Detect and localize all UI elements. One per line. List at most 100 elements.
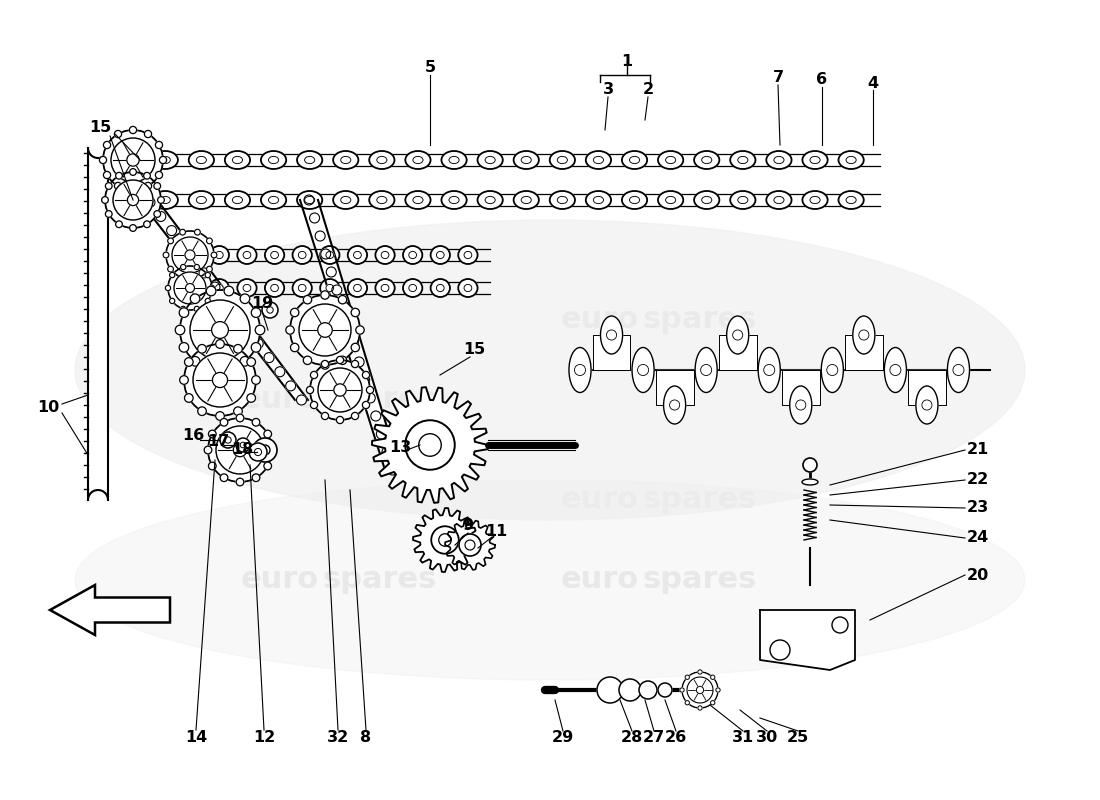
Circle shape [290,308,299,317]
Ellipse shape [774,196,784,204]
Ellipse shape [822,347,844,393]
Circle shape [179,342,189,352]
Circle shape [208,418,272,482]
Circle shape [224,364,233,374]
Circle shape [154,182,161,190]
Circle shape [670,400,680,410]
Circle shape [953,365,964,375]
Circle shape [339,295,346,304]
Polygon shape [593,335,630,370]
Circle shape [114,182,122,190]
Circle shape [166,231,214,279]
Circle shape [264,462,272,470]
Circle shape [343,321,353,331]
Circle shape [165,286,170,290]
Circle shape [638,365,649,375]
Circle shape [366,386,374,394]
Circle shape [156,211,166,222]
Ellipse shape [558,196,568,204]
Ellipse shape [852,316,874,354]
Circle shape [240,294,250,303]
Ellipse shape [947,347,969,393]
Circle shape [240,357,250,366]
Ellipse shape [593,157,604,164]
Ellipse shape [430,279,450,297]
Text: 30: 30 [756,730,778,746]
Ellipse shape [153,151,178,169]
Circle shape [123,169,133,179]
Ellipse shape [586,151,612,169]
Circle shape [351,343,360,352]
Text: 11: 11 [485,525,507,539]
Ellipse shape [375,246,395,264]
Text: 29: 29 [552,730,574,746]
Circle shape [130,225,136,231]
Circle shape [351,412,359,419]
Ellipse shape [802,151,827,169]
Ellipse shape [758,347,780,393]
Text: euro: euro [241,386,319,414]
Ellipse shape [161,196,170,204]
Ellipse shape [268,157,278,164]
Ellipse shape [916,386,938,424]
Ellipse shape [459,279,477,297]
Ellipse shape [666,157,675,164]
Circle shape [168,266,212,310]
Ellipse shape [569,347,591,393]
Ellipse shape [441,191,466,209]
Ellipse shape [702,157,712,164]
Circle shape [209,286,214,290]
Ellipse shape [238,279,256,297]
Circle shape [419,434,441,456]
Ellipse shape [810,157,821,164]
Ellipse shape [153,191,178,209]
Ellipse shape [348,279,367,297]
Ellipse shape [730,151,756,169]
Polygon shape [908,370,946,405]
Ellipse shape [802,479,818,485]
Ellipse shape [449,196,459,204]
Ellipse shape [663,386,685,424]
Circle shape [304,295,311,304]
Ellipse shape [459,246,477,264]
Circle shape [315,231,326,241]
Circle shape [199,268,209,278]
Ellipse shape [846,157,856,164]
Circle shape [658,683,672,697]
Ellipse shape [265,279,284,297]
Circle shape [220,418,228,426]
Ellipse shape [409,284,417,292]
Ellipse shape [210,246,229,264]
Circle shape [253,338,263,349]
Ellipse shape [477,151,503,169]
Ellipse shape [694,151,719,169]
Circle shape [114,130,122,138]
Circle shape [195,230,200,235]
Circle shape [113,180,153,220]
Circle shape [365,393,375,403]
Circle shape [268,446,276,454]
Circle shape [251,308,261,318]
Ellipse shape [232,157,242,164]
Circle shape [310,360,370,420]
Text: 8: 8 [361,730,372,746]
Circle shape [144,172,151,179]
Circle shape [387,465,397,475]
Ellipse shape [232,196,242,204]
Text: spares: spares [322,386,437,414]
Ellipse shape [629,196,639,204]
Circle shape [327,267,337,277]
Ellipse shape [320,279,340,297]
Circle shape [337,357,343,363]
Circle shape [711,675,715,679]
Circle shape [233,443,246,457]
Circle shape [260,445,270,455]
Polygon shape [656,370,693,405]
Ellipse shape [629,157,639,164]
Polygon shape [88,148,108,500]
Circle shape [195,265,199,270]
Circle shape [803,458,817,472]
Circle shape [252,376,261,384]
Ellipse shape [802,191,827,209]
Circle shape [174,272,206,304]
